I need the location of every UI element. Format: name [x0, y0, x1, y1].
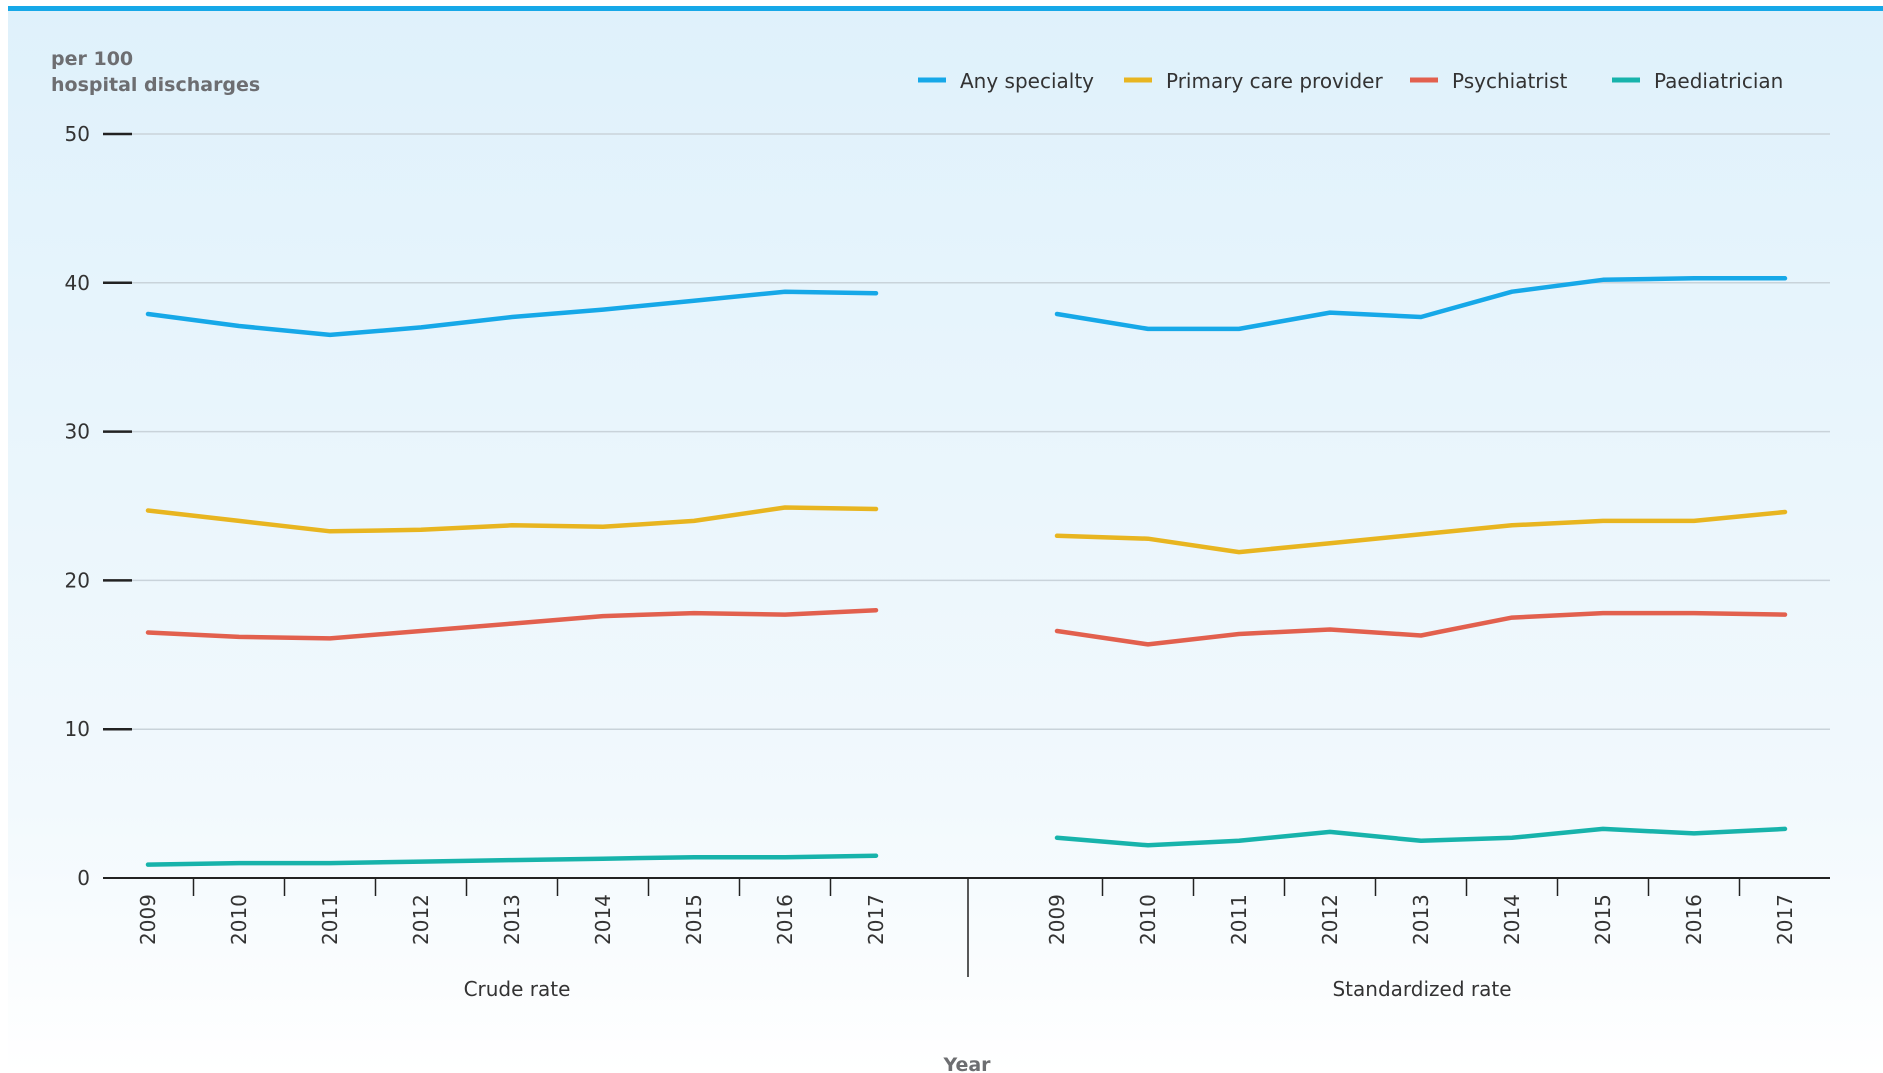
series-line: [1054, 276, 1788, 332]
y-axis: 0 10 20 30 40 50: [65, 122, 132, 890]
x-tick-label: 2012: [1318, 894, 1342, 945]
y-tick-label: 40: [65, 271, 90, 295]
x-axis: 2009 2010 2011 2012 2013 2014 2015 2016 2017 Crud…: [103, 877, 1830, 1001]
x-tick-label: 2017: [864, 894, 888, 945]
top-accent-bar: [8, 6, 1883, 11]
y-tick-label: 10: [65, 717, 90, 741]
x-tick-label: 2014: [1500, 894, 1524, 945]
y-axis-label-line-2: hospital discharges: [51, 74, 260, 96]
series-line: [145, 607, 879, 641]
y-tick-label: 50: [65, 122, 90, 146]
legend: Any specialty Primary care provider Psychi…: [918, 69, 1783, 93]
y-tick-label: 30: [65, 420, 90, 444]
x-tick-label: 2009: [136, 894, 160, 945]
panel-label: Standardized rate: [1332, 977, 1511, 1001]
legend-label: Any specialty: [960, 69, 1094, 93]
x-tick-label: 2012: [409, 894, 433, 945]
x-axis-title: Year: [942, 1054, 991, 1073]
x-tick-label: 2013: [500, 894, 524, 945]
x-tick-label: 2016: [1682, 894, 1706, 945]
series-line: [145, 289, 879, 338]
y-tick-label: 20: [65, 568, 90, 592]
x-tick-label: 2016: [773, 894, 797, 945]
series-line: [1054, 826, 1788, 848]
x-tick-label: 2013: [1409, 894, 1433, 945]
gridlines: [132, 133, 1830, 730]
x-tick-label: 2017: [1773, 894, 1797, 945]
x-tick-label: 2015: [1591, 894, 1615, 945]
x-tick-label: 2010: [1136, 894, 1160, 945]
chart-background: [8, 8, 1883, 1073]
y-axis-label-line-1: per 100: [51, 48, 133, 70]
series-line: [145, 853, 879, 867]
x-tick-label: 2014: [591, 894, 615, 945]
x-tick-label: 2015: [682, 894, 706, 945]
x-tick-label: 2011: [1227, 894, 1251, 945]
legend-label: Paediatrician: [1654, 69, 1783, 93]
x-tick-label: 2010: [227, 894, 251, 945]
x-tick-label: 2009: [1045, 894, 1069, 945]
x-tick-label: 2011: [318, 894, 342, 945]
series-line: [1054, 610, 1788, 647]
series-line: [1054, 509, 1788, 555]
panel-label: Crude rate: [464, 977, 571, 1001]
y-tick-label: 0: [77, 866, 90, 890]
legend-label: Primary care provider: [1166, 69, 1383, 93]
legend-label: Psychiatrist: [1452, 69, 1567, 93]
series-line: [145, 505, 879, 534]
series-lines: [145, 276, 1788, 867]
